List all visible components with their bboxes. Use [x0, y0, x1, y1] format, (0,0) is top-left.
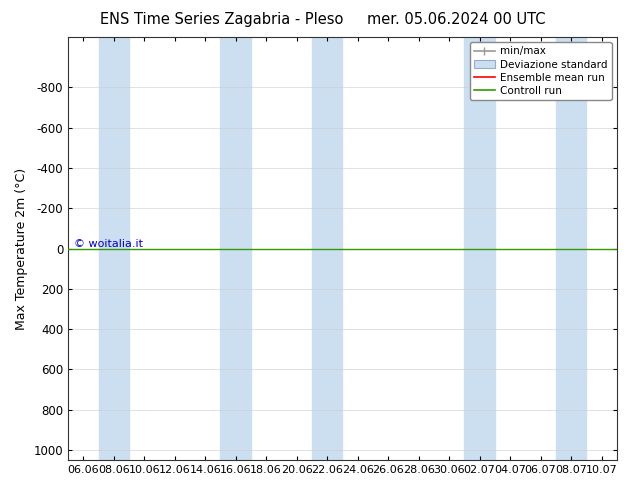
- Bar: [98, 37, 129, 460]
- Bar: [221, 37, 251, 460]
- Text: © woitalia.it: © woitalia.it: [74, 239, 143, 248]
- Text: ENS Time Series Zagabria - Pleso: ENS Time Series Zagabria - Pleso: [100, 12, 344, 27]
- Legend: min/max, Deviazione standard, Ensemble mean run, Controll run: min/max, Deviazione standard, Ensemble m…: [470, 42, 612, 100]
- Bar: [556, 37, 586, 460]
- Bar: [464, 37, 495, 460]
- Bar: [312, 37, 342, 460]
- Y-axis label: Max Temperature 2m (°C): Max Temperature 2m (°C): [15, 168, 28, 330]
- Text: mer. 05.06.2024 00 UTC: mer. 05.06.2024 00 UTC: [367, 12, 546, 27]
